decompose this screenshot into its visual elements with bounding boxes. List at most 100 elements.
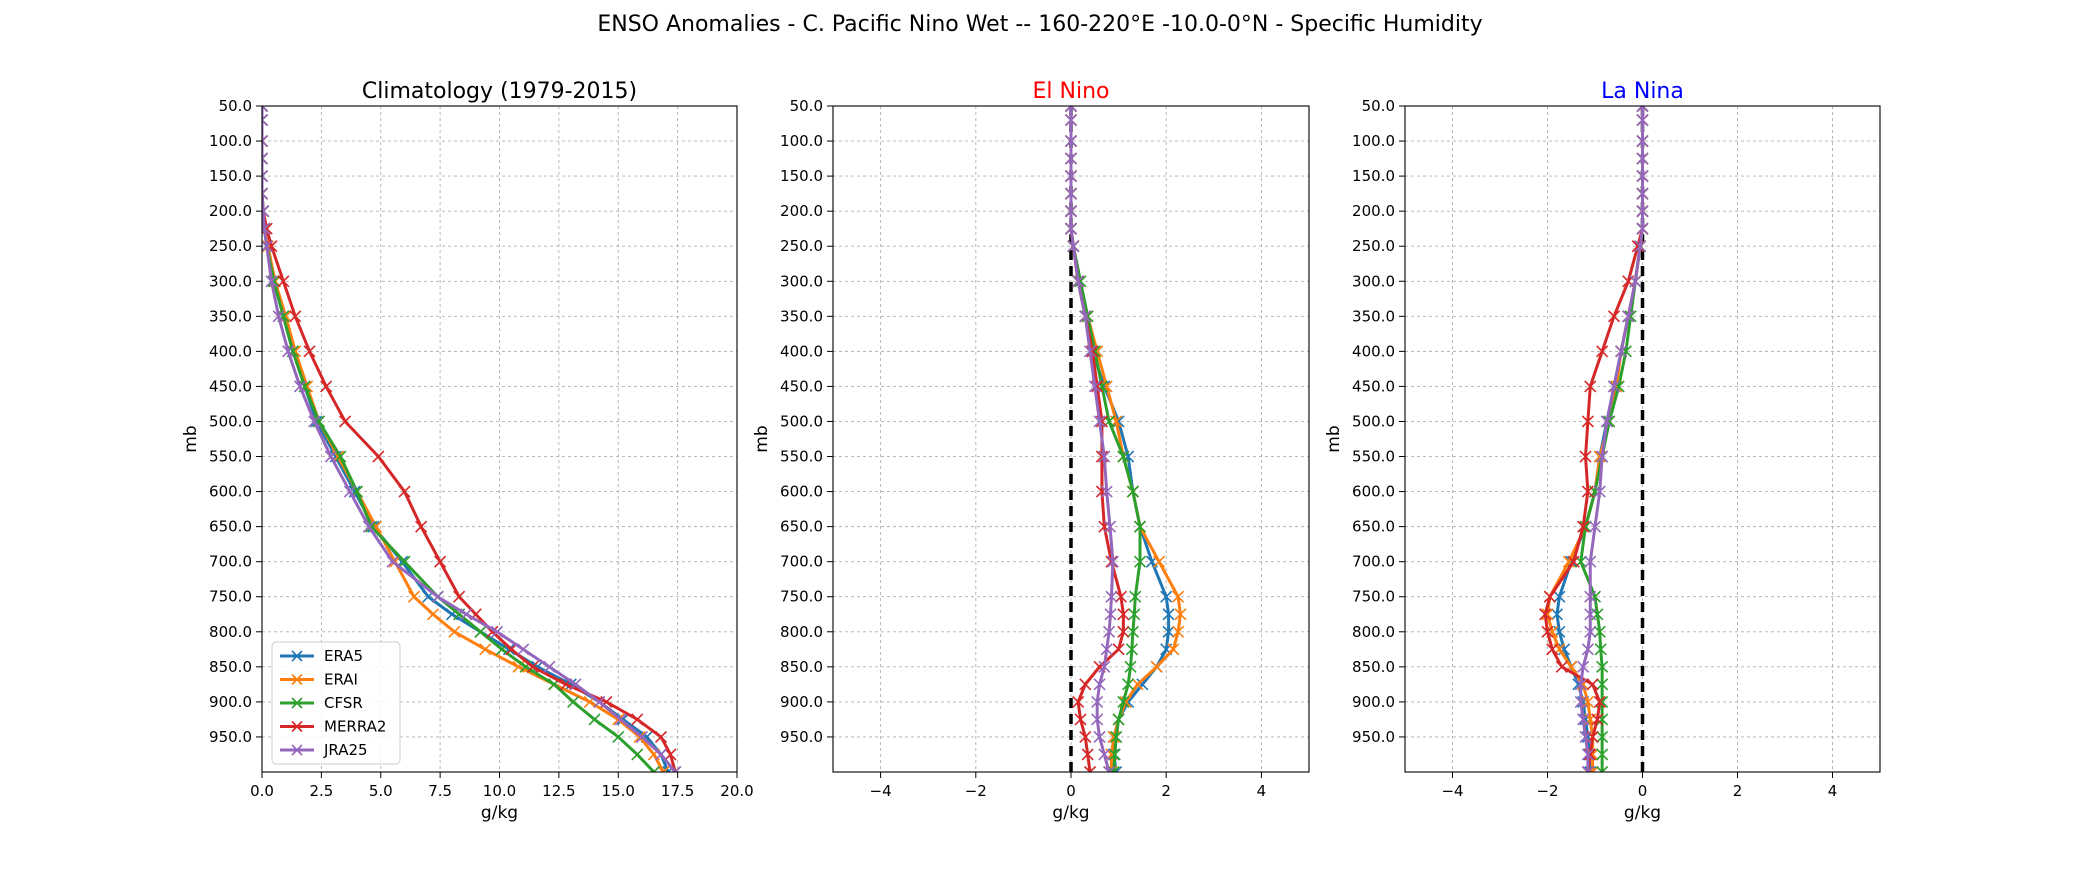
data-point-jra25 (1629, 275, 1642, 288)
data-point-erai (1541, 608, 1554, 621)
data-point-era5 (1162, 625, 1175, 638)
data-point-era5 (1553, 590, 1566, 603)
data-point-merra2 (1581, 415, 1594, 428)
y-tick-label: 750.0 (1352, 588, 1395, 606)
data-point-jra25 (1581, 765, 1594, 772)
data-point-merra2 (1579, 450, 1592, 463)
legend-label-era5: ERA5 (324, 647, 363, 665)
data-point-merra2 (1543, 590, 1556, 603)
data-point-cfsr (1117, 695, 1130, 708)
data-point-cfsr (1125, 643, 1138, 656)
data-point-jra25 (635, 730, 649, 744)
y-tick-label: 300.0 (209, 272, 252, 290)
data-point-jra25 (1098, 450, 1111, 463)
data-point-jra25 (1104, 608, 1117, 621)
data-point-cfsr (1108, 748, 1121, 761)
y-tick-label: 300.0 (1352, 272, 1395, 290)
data-point-merra2 (1586, 678, 1599, 691)
series-group (1539, 106, 1649, 772)
series-line-jra25 (1579, 106, 1644, 772)
data-point-merra2 (1112, 643, 1125, 656)
series-line-cfsr (1579, 106, 1644, 772)
data-point-jra25 (1588, 520, 1602, 533)
x-tick-label: 15.0 (602, 782, 635, 800)
series-group (1064, 106, 1187, 772)
data-point-jra25 (1100, 485, 1113, 498)
data-point-jra25 (262, 106, 269, 113)
data-point-jra25 (1581, 748, 1594, 761)
y-tick-label: 250.0 (780, 237, 823, 255)
data-point-jra25 (1088, 380, 1101, 393)
x-tick-label: 0 (1638, 782, 1648, 800)
y-tick-label: 950.0 (780, 728, 823, 746)
data-point-merra2 (526, 660, 539, 673)
legend-marker-cfsr (291, 697, 303, 709)
y-tick-label: 400.0 (209, 342, 252, 360)
data-point-jra25 (1067, 240, 1080, 253)
panel-title: La Nina (1601, 79, 1684, 104)
data-point-jra25 (1093, 678, 1106, 691)
data-point-jra25 (1098, 748, 1111, 761)
data-point-jra25 (1584, 590, 1597, 603)
data-point-jra25 (1574, 678, 1587, 691)
data-point-cfsr (334, 450, 347, 463)
series-line-merra2 (1543, 106, 1644, 772)
data-point-erai (657, 765, 670, 772)
panel-climatology: 0.0 2.5 5.0 7.5 10.0 12.5 15.0 17.5 20.0 50.0 100.… (181, 79, 754, 823)
data-point-merra2 (1555, 660, 1568, 673)
data-point-jra25 (1091, 695, 1104, 708)
y-tick-label: 100.0 (1352, 132, 1395, 150)
data-point-cfsr (647, 765, 660, 772)
data-point-cfsr (1596, 678, 1609, 691)
data-point-cfsr (1593, 625, 1606, 638)
y-tick-label: 250.0 (1352, 237, 1395, 255)
data-point-jra25 (593, 695, 606, 708)
y-tick-label: 200.0 (209, 202, 252, 220)
data-point-jra25 (1103, 520, 1117, 533)
data-point-jra25 (262, 134, 269, 148)
data-point-jra25 (262, 187, 269, 200)
y-tick-label: 50.0 (1362, 97, 1395, 115)
legend-marker-era5 (291, 650, 303, 662)
data-point-merra2 (1114, 590, 1128, 603)
data-point-merra2 (415, 520, 428, 533)
data-point-jra25 (293, 380, 307, 393)
data-point-merra2 (1079, 730, 1092, 744)
data-point-jra25 (1098, 660, 1111, 673)
panel-title: Climatology (1979-2015) (362, 79, 637, 104)
data-point-erai (448, 625, 461, 638)
y-tick-label: 150.0 (1352, 167, 1395, 185)
y-tick-label: 350.0 (209, 307, 252, 325)
x-axis-label: g/kg (1624, 803, 1661, 823)
data-point-jra25 (262, 205, 270, 218)
data-point-erai (1131, 678, 1144, 691)
x-tick-label: −4 (1441, 782, 1463, 800)
data-point-merra2 (372, 450, 385, 463)
y-tick-label: 900.0 (1352, 693, 1395, 711)
data-point-cfsr (1133, 520, 1147, 533)
y-tick-label: 750.0 (780, 588, 823, 606)
data-point-merra2 (1596, 345, 1609, 358)
data-point-jra25 (1103, 765, 1116, 772)
data-point-erai (1172, 625, 1185, 638)
data-point-jra25 (1636, 152, 1649, 165)
data-point-jra25 (1636, 106, 1649, 113)
legend-box (271, 641, 401, 765)
data-point-erai (407, 590, 421, 603)
data-point-merra2 (303, 345, 316, 358)
data-point-merra2 (289, 310, 302, 323)
y-tick-label: 150.0 (780, 167, 823, 185)
data-point-jra25 (1106, 555, 1119, 568)
data-point-jra25 (517, 643, 530, 656)
y-tick-label: 650.0 (209, 518, 252, 536)
y-tick-label: 900.0 (209, 693, 252, 711)
data-point-jra25 (543, 660, 556, 673)
data-point-jra25 (1064, 222, 1078, 235)
x-tick-label: 7.5 (428, 782, 452, 800)
y-tick-label: 550.0 (780, 448, 823, 466)
data-point-merra2 (1607, 310, 1621, 323)
data-point-merra2 (1072, 695, 1085, 708)
y-tick-label: 600.0 (1352, 483, 1395, 501)
data-point-merra2 (1541, 625, 1554, 638)
